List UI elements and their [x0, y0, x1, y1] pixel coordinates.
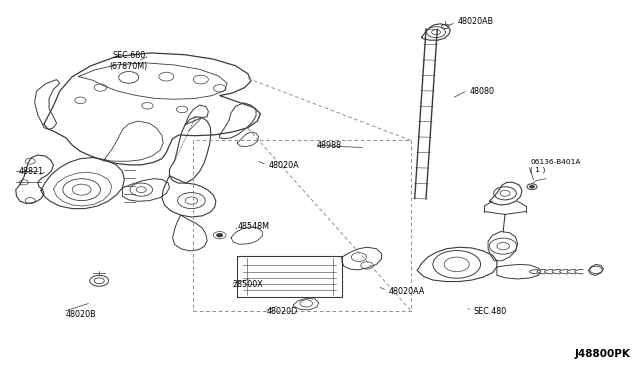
Circle shape — [216, 233, 223, 237]
Text: 48020AA: 48020AA — [389, 287, 426, 296]
Text: 48020AB: 48020AB — [458, 17, 494, 26]
Text: SEC.680
(67870M): SEC.680 (67870M) — [109, 51, 148, 71]
Text: 48988: 48988 — [317, 141, 342, 150]
Text: 28500X: 28500X — [232, 280, 263, 289]
Circle shape — [529, 185, 534, 188]
Text: 48020D: 48020D — [267, 307, 298, 316]
Text: 48080: 48080 — [469, 87, 494, 96]
Text: 48020A: 48020A — [269, 161, 299, 170]
Text: 48020B: 48020B — [66, 310, 97, 319]
Text: 48821: 48821 — [19, 167, 44, 176]
Text: 48548M: 48548M — [237, 222, 269, 231]
Text: J48800PK: J48800PK — [575, 349, 630, 359]
Text: 06136-B401A
( 1 ): 06136-B401A ( 1 ) — [530, 159, 580, 173]
Text: SEC.480: SEC.480 — [474, 307, 507, 316]
